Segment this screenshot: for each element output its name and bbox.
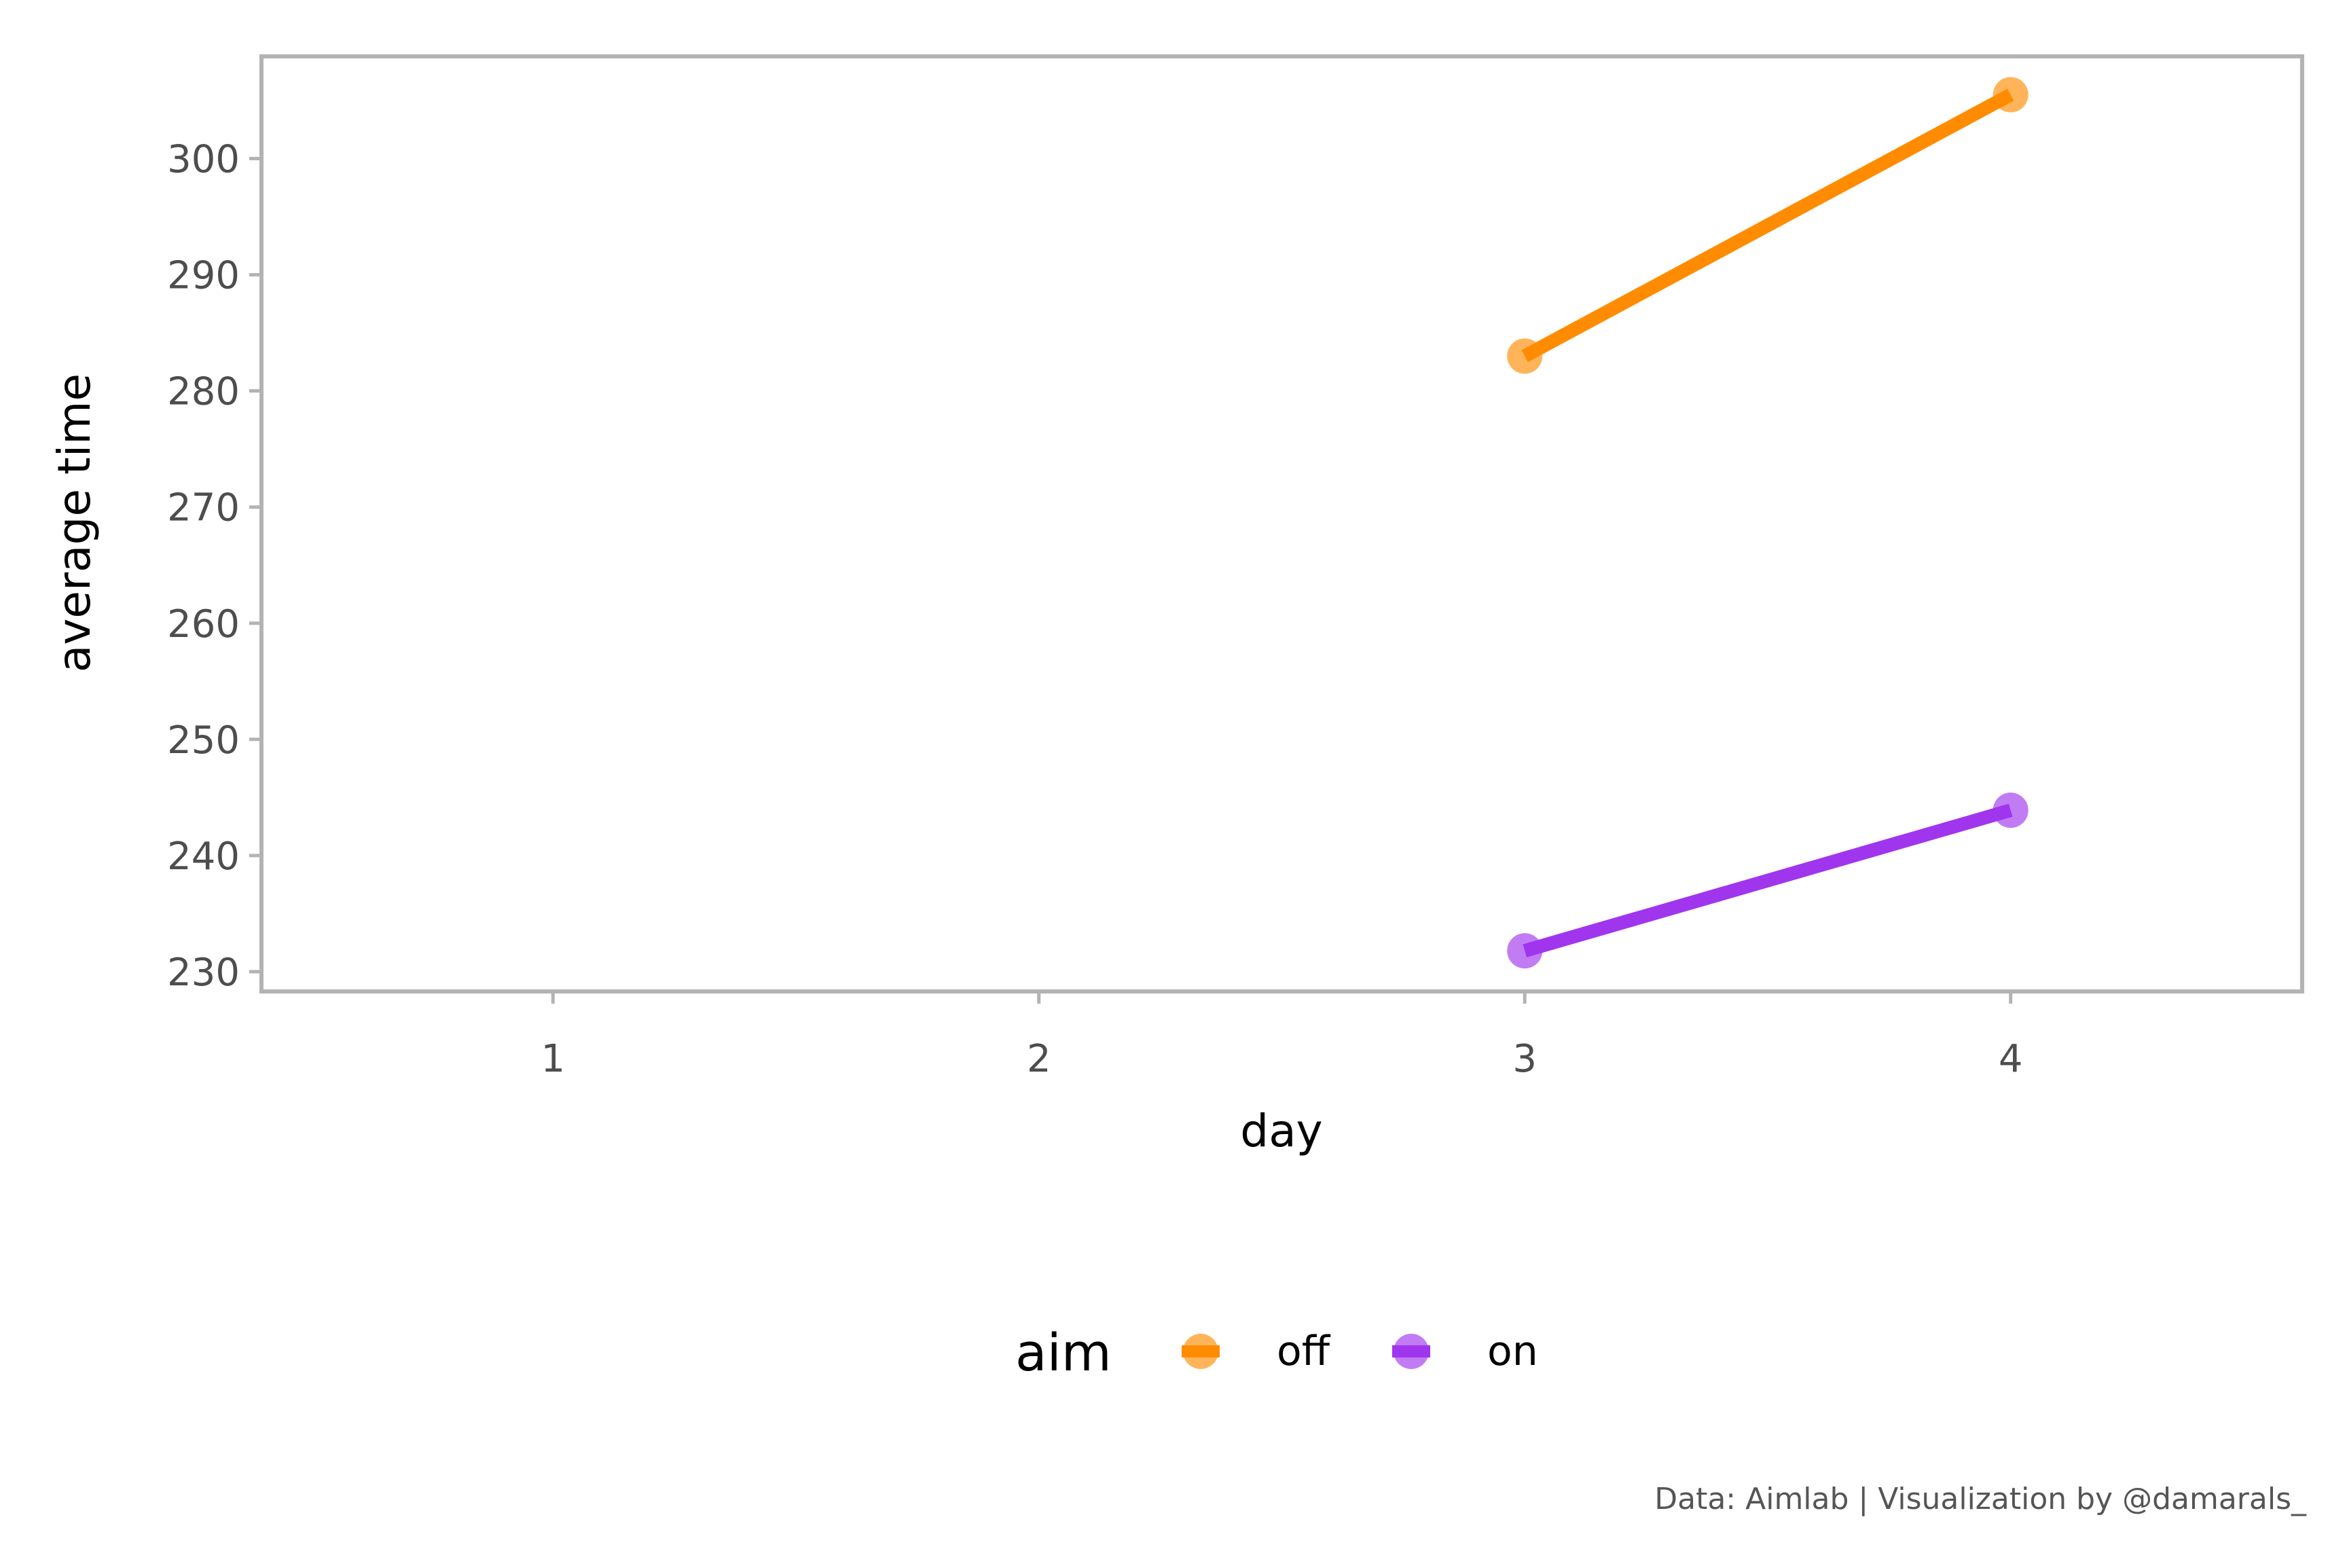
y-tick-label: 240: [167, 835, 240, 879]
legend-key-point-off: [1183, 1334, 1218, 1369]
x-axis-title: day: [1240, 1105, 1322, 1157]
data-point-off: [1993, 77, 2028, 113]
plot-area: [259, 54, 2304, 993]
y-tick-label: 280: [167, 370, 240, 414]
legend: aim off on: [1015, 1322, 1538, 1383]
y-axis-title: average time: [48, 373, 101, 672]
y-tick-label: 250: [167, 718, 240, 763]
legend-title: aim: [1015, 1322, 1112, 1383]
series-line-on: [1523, 803, 2013, 958]
y-tick-label: 300: [167, 138, 240, 182]
x-tick-label: 4: [1999, 1037, 2023, 1081]
caption: Data: Aimlab | Visualization by @damaral…: [1654, 1482, 2307, 1516]
legend-item-on: on: [1392, 1328, 1538, 1375]
x-tick-label: 1: [541, 1037, 565, 1081]
data-point-on: [1507, 933, 1543, 969]
y-tick-label: 290: [167, 254, 240, 298]
data-point-on: [1993, 792, 2028, 828]
series-off: [1507, 77, 2028, 374]
plot-panel-border: [259, 54, 2304, 993]
axes: 230 240 250 260 270 280 290 300 1 2 3 4: [167, 138, 2022, 1081]
legend-label-off: off: [1277, 1328, 1331, 1375]
y-tick-label: 260: [167, 602, 240, 646]
x-tick-label: 3: [1512, 1037, 1537, 1081]
series-on: [1507, 792, 2028, 969]
y-tick-label: 270: [167, 486, 240, 530]
data-point-off: [1507, 338, 1543, 374]
legend-key-point-on: [1394, 1334, 1429, 1369]
series-layer: [1507, 77, 2028, 969]
legend-item-off: off: [1182, 1328, 1331, 1375]
legend-label-on: on: [1487, 1328, 1538, 1375]
y-tick-label: 230: [167, 951, 240, 995]
series-line-off: [1521, 88, 2014, 363]
x-tick-label: 2: [1027, 1037, 1051, 1081]
